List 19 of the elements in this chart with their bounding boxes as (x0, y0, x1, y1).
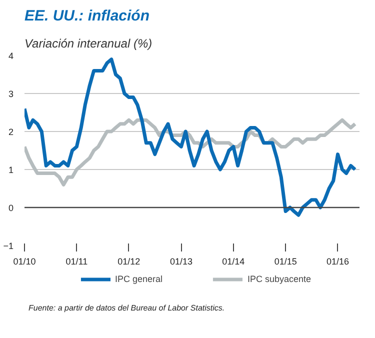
x-tick-label: 01/11 (66, 256, 88, 266)
y-tick-label: 4 (8, 51, 14, 61)
x-tick-label: 01/12 (118, 256, 140, 266)
x-tick-label: 01/10 (13, 256, 36, 266)
source-note: Fuente: a partir de datos del Bureau of Labor Statistics. (28, 304, 225, 312)
x-tick-label: 01/16 (326, 256, 350, 266)
x-tick-label: 01/14 (222, 256, 245, 266)
y-tick-label: 1 (8, 165, 14, 175)
y-tick-label: −1 (3, 241, 14, 251)
y-tick-label: 2 (8, 127, 14, 137)
legend-label: IPC general (114, 274, 162, 284)
y-tick-label: 3 (8, 89, 14, 99)
y-tick-label: 0 (8, 203, 14, 213)
chart-subtitle: Variación interanual (%) (24, 36, 152, 50)
chart-title: EE. UU.: inflación (24, 8, 150, 24)
x-tick-label: 01/15 (274, 256, 297, 266)
legend-label: IPC subyacente (247, 274, 312, 284)
line-series (24, 58, 357, 217)
x-tick-label: 01/13 (170, 256, 192, 266)
